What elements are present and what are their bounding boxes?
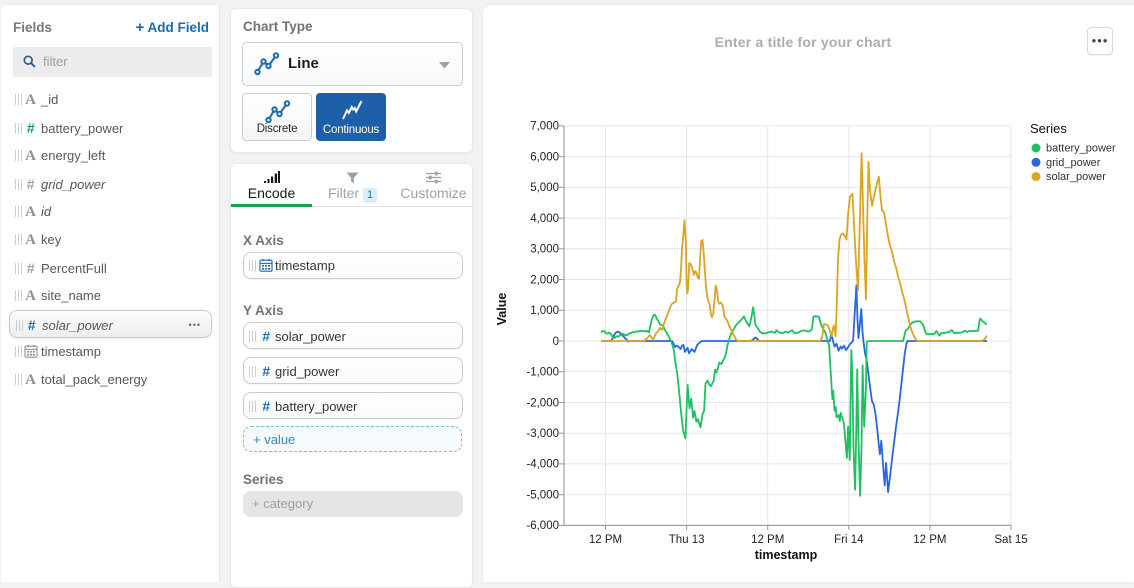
svg-text:Sat 15: Sat 15	[994, 534, 1027, 546]
svg-text:5,000: 5,000	[530, 182, 559, 194]
svg-text:6,000: 6,000	[530, 151, 559, 163]
svg-text:Series: Series	[1030, 121, 1067, 136]
svg-text:3,000: 3,000	[530, 244, 559, 256]
svg-text:solar_power: solar_power	[1046, 171, 1106, 183]
svg-text:4,000: 4,000	[530, 213, 559, 225]
svg-text:Thu 13: Thu 13	[669, 534, 705, 546]
svg-text:12 PM: 12 PM	[913, 534, 946, 546]
svg-text:7,000: 7,000	[530, 121, 559, 133]
svg-text:-6,000: -6,000	[526, 520, 559, 532]
svg-text:-5,000: -5,000	[526, 490, 559, 502]
svg-text:12 PM: 12 PM	[751, 534, 784, 546]
svg-text:Fri 14: Fri 14	[834, 534, 864, 546]
svg-text:1,000: 1,000	[530, 305, 559, 317]
svg-text:-1,000: -1,000	[526, 367, 559, 379]
svg-text:-2,000: -2,000	[526, 397, 559, 409]
svg-text:timestamp: timestamp	[755, 548, 818, 562]
svg-text:-3,000: -3,000	[526, 428, 559, 440]
svg-text:Value: Value	[495, 293, 509, 326]
svg-text:0: 0	[553, 336, 559, 348]
svg-text:2,000: 2,000	[530, 274, 559, 286]
svg-text:grid_power: grid_power	[1046, 157, 1101, 169]
svg-text:-4,000: -4,000	[526, 459, 559, 471]
svg-text:battery_power: battery_power	[1046, 143, 1116, 155]
svg-text:12 PM: 12 PM	[589, 534, 622, 546]
